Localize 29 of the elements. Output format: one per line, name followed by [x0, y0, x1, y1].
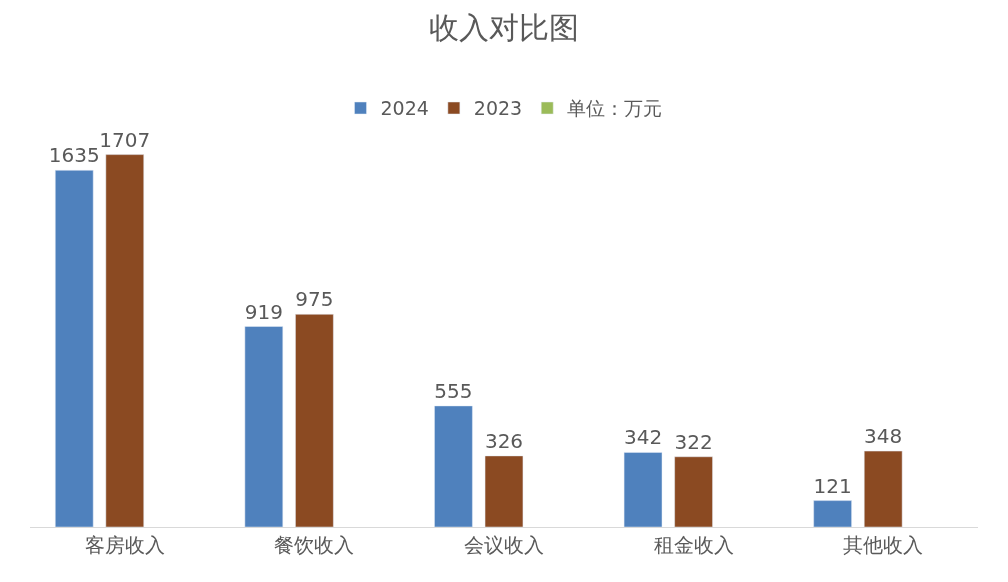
bar	[244, 326, 284, 527]
legend-label: 单位：万元	[567, 97, 663, 120]
x-tick-label: 租金收入	[653, 533, 734, 557]
data-label: 348	[864, 424, 903, 449]
data-label: 919	[244, 299, 283, 324]
bar	[434, 405, 473, 527]
bar	[623, 452, 663, 527]
bar	[863, 450, 903, 527]
bar	[295, 314, 334, 527]
data-label: 322	[674, 429, 713, 454]
x-tick-label: 客房收入	[84, 533, 165, 557]
data-label: 1707	[99, 127, 151, 152]
bar	[105, 154, 145, 527]
legend-label: 2024	[380, 97, 429, 120]
x-tick-label: 会议收入	[464, 533, 544, 557]
x-tick-label: 餐饮收入	[274, 533, 355, 557]
bar	[484, 455, 524, 527]
data-label: 342	[623, 425, 663, 450]
data-label: 555	[434, 378, 473, 403]
chart-title: 收入对比图	[429, 10, 579, 46]
x-tick-label: 其他收入	[843, 533, 924, 557]
data-label: 121	[813, 473, 852, 498]
bar	[674, 456, 713, 527]
legend-label: 2023	[473, 97, 523, 120]
data-label: 1635	[48, 143, 100, 168]
data-label: 975	[295, 287, 334, 312]
bar	[813, 500, 852, 527]
bar	[55, 170, 94, 527]
data-label: 326	[484, 428, 524, 453]
